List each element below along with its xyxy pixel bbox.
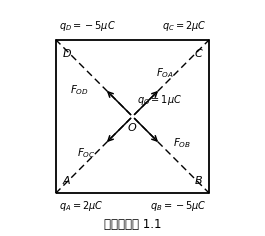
Text: $O$: $O$ <box>127 121 138 133</box>
Text: $q_D=-5\mu C$: $q_D=-5\mu C$ <box>59 20 116 34</box>
Text: $q_B=-5\mu C$: $q_B=-5\mu C$ <box>150 199 206 213</box>
Text: $\it{B}$: $\it{B}$ <box>194 174 203 186</box>
Text: $F_{OB}$: $F_{OB}$ <box>173 136 191 150</box>
Text: $q_O=1\mu C$: $q_O=1\mu C$ <box>137 93 182 107</box>
Text: $F_{OA}$: $F_{OA}$ <box>156 66 174 80</box>
Text: $q_C=2\mu C$: $q_C=2\mu C$ <box>162 20 206 34</box>
Text: चित्र 1.1: चित्र 1.1 <box>104 218 161 231</box>
Text: $F_{OC}$: $F_{OC}$ <box>77 146 96 160</box>
Text: $F_{OD}$: $F_{OD}$ <box>70 83 89 97</box>
Text: $\it{D}$: $\it{D}$ <box>62 47 72 59</box>
Text: $q_A=2\mu C$: $q_A=2\mu C$ <box>59 199 103 213</box>
Text: $\it{A}$: $\it{A}$ <box>62 174 71 186</box>
Text: $\it{C}$: $\it{C}$ <box>193 47 203 59</box>
